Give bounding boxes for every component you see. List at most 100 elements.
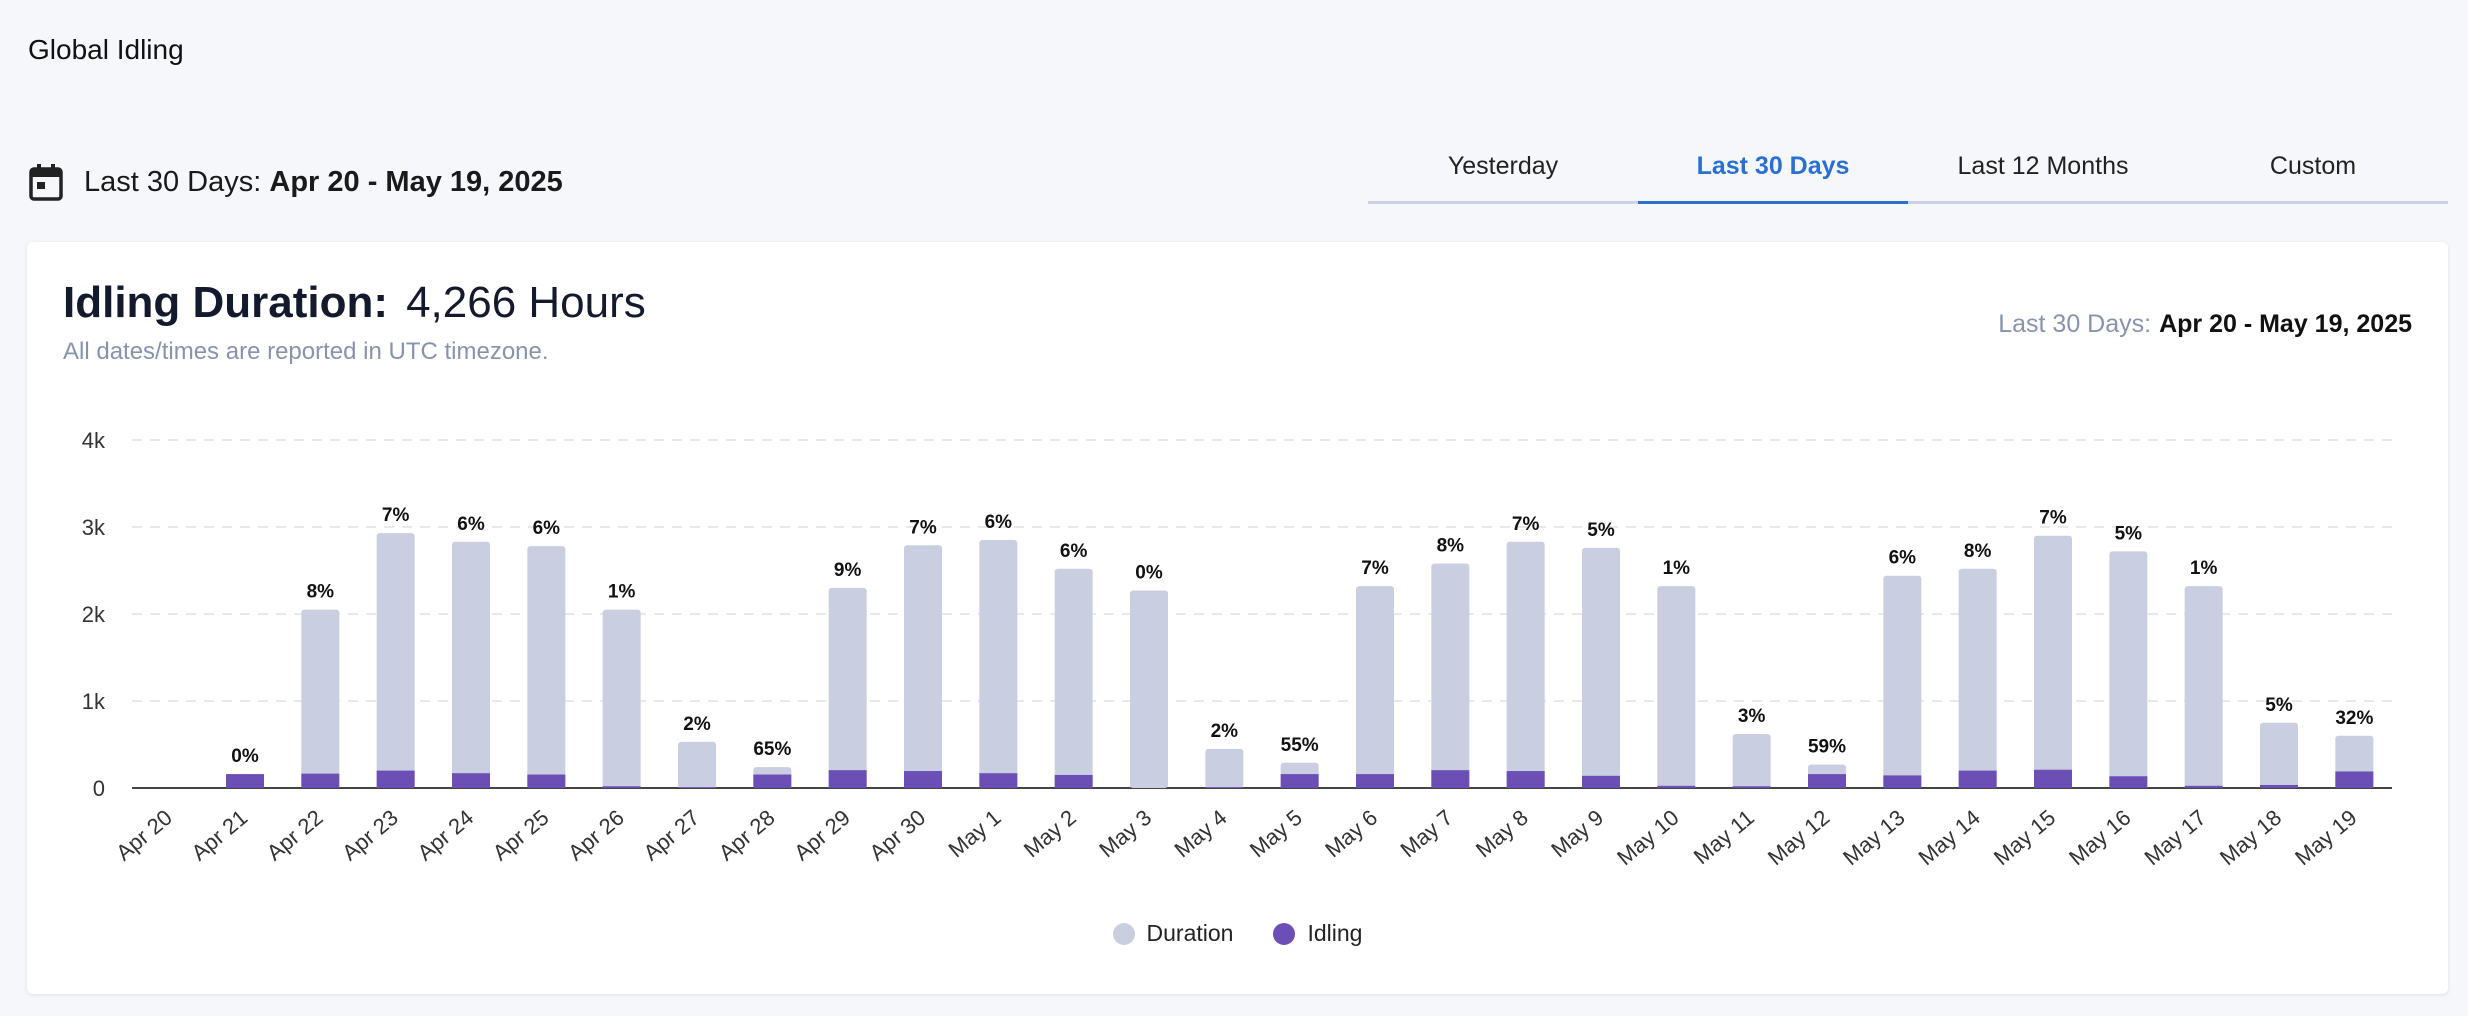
data-label: 6%	[985, 512, 1013, 533]
idling-bar-chart: 0 1k 2k 3k 4k Apr 20 0% Apr 21 8% Apr 22 7% Apr 23 6…	[82, 428, 2392, 871]
idling-bar	[226, 774, 264, 788]
x-tick-label: Apr 22	[262, 805, 328, 866]
x-tick-label: May 12	[1763, 805, 1834, 871]
idling-bar	[1280, 774, 1319, 788]
x-tick-label: May 16	[2064, 805, 2135, 871]
idling-bar	[1808, 774, 1846, 788]
x-tick-label: Apr 25	[488, 805, 554, 866]
idling-bar	[527, 774, 566, 788]
legend-item-duration[interactable]: Duration	[1112, 920, 1233, 947]
data-label: 7%	[382, 505, 410, 526]
data-label: 5%	[2115, 523, 2143, 544]
duration-bar	[1657, 586, 1696, 788]
data-label: 1%	[608, 582, 636, 603]
card-date-range: Last 30 Days: Apr 20 - May 19, 2025	[1998, 310, 2412, 339]
card-header: Idling Duration: 4,266 Hours	[63, 278, 646, 328]
idling-bar	[1958, 770, 1997, 788]
date-range-prefix: Last 30 Days:	[84, 165, 262, 198]
x-tick-label: May 6	[1320, 805, 1382, 863]
chart-legend: Duration Idling	[27, 920, 2448, 947]
x-tick-label: May 3	[1094, 805, 1156, 863]
data-label: 8%	[307, 582, 335, 603]
date-range-header: Last 30 Days: Apr 20 - May 19, 2025	[28, 162, 563, 202]
data-label: 1%	[1663, 558, 1691, 579]
date-range-value: Apr 20 - May 19, 2025	[269, 165, 563, 198]
duration-bar	[1431, 563, 1470, 788]
duration-bar	[527, 546, 566, 788]
idling-bar	[452, 773, 490, 788]
legend-item-idling[interactable]: Idling	[1273, 920, 1362, 947]
data-label: 3%	[1738, 706, 1766, 727]
x-tick-label: May 10	[1612, 805, 1683, 871]
period-tabs: Yesterday Last 30 Days Last 12 Months Cu…	[1368, 140, 2448, 204]
x-tick-label: May 8	[1471, 805, 1533, 863]
data-label: 5%	[1587, 520, 1615, 541]
duration-bar	[2109, 551, 2148, 788]
idling-bar	[1506, 771, 1545, 788]
tab-last-30-days[interactable]: Last 30 Days	[1638, 140, 1908, 204]
idling-bar	[301, 773, 340, 788]
data-label: 1%	[2190, 558, 2218, 579]
idling-bar	[1356, 774, 1394, 788]
data-label: 8%	[1437, 536, 1465, 557]
legend-swatch-duration	[1112, 922, 1135, 945]
x-tick-label: May 14	[1914, 805, 1985, 871]
y-tick-label: 1k	[82, 689, 106, 714]
x-tick-label: May 17	[2140, 805, 2211, 871]
tab-yesterday[interactable]: Yesterday	[1447, 152, 1559, 180]
legend-swatch-idling	[1273, 922, 1296, 945]
duration-bar	[1958, 568, 1997, 788]
duration-bar	[1356, 586, 1394, 788]
data-label: 8%	[1964, 541, 1992, 562]
idling-bar	[828, 770, 867, 788]
duration-bar	[1506, 541, 1545, 788]
data-label: 59%	[1808, 737, 1846, 758]
x-tick-label: May 15	[1989, 805, 2060, 871]
x-tick-label: May 5	[1245, 805, 1307, 863]
idling-bar	[904, 771, 942, 788]
data-label: 7%	[1361, 558, 1389, 579]
x-tick-label: Apr 28	[714, 805, 780, 866]
data-label: 6%	[457, 514, 485, 535]
x-tick-label: Apr 21	[186, 805, 252, 866]
duration-bar	[376, 533, 415, 788]
data-label: 65%	[753, 739, 791, 760]
duration-bar	[1582, 547, 1620, 788]
x-tick-label: May 9	[1546, 805, 1608, 863]
legend-label-idling: Idling	[1307, 920, 1363, 946]
idling-bar	[1582, 775, 1620, 788]
tab-custom[interactable]: Custom	[2269, 152, 2357, 180]
idling-bar	[678, 787, 716, 788]
data-label: 32%	[2335, 708, 2373, 729]
x-tick-label: May 18	[2215, 805, 2286, 871]
page-title: Global Idling	[28, 34, 184, 65]
data-label: 55%	[1281, 735, 1319, 756]
idling-bar	[376, 770, 415, 788]
timezone-note: All dates/times are reported in UTC time…	[63, 338, 549, 365]
data-label: 2%	[1211, 721, 1239, 742]
idling-bar	[2260, 784, 2298, 788]
duration-bar	[979, 540, 1018, 788]
x-tick-label: Apr 30	[864, 805, 930, 866]
data-label: 0%	[231, 746, 259, 767]
y-tick-label: 4k	[82, 428, 106, 453]
x-tick-label: Apr 20	[111, 805, 177, 866]
duration-bar	[452, 541, 490, 788]
idling-bar	[602, 786, 641, 788]
y-tick-label: 2k	[82, 602, 106, 627]
tab-last-12-months[interactable]: Last 12 Months	[1957, 152, 2129, 180]
x-tick-label: Apr 24	[412, 805, 478, 866]
x-tick-label: May 19	[2290, 805, 2361, 871]
idling-bar	[1205, 787, 1244, 788]
idling-bar	[2335, 771, 2374, 788]
idling-bar	[753, 774, 792, 788]
x-tick-label: May 7	[1396, 805, 1458, 863]
duration-bar	[301, 609, 340, 788]
data-label: 9%	[834, 560, 862, 581]
card-title: Idling Duration:	[63, 278, 389, 327]
calendar-icon	[29, 164, 63, 201]
data-label: 6%	[1060, 541, 1088, 562]
x-tick-label: Apr 27	[638, 805, 704, 866]
data-label: 7%	[2039, 508, 2067, 529]
x-tick-label: May 11	[1689, 805, 1759, 869]
